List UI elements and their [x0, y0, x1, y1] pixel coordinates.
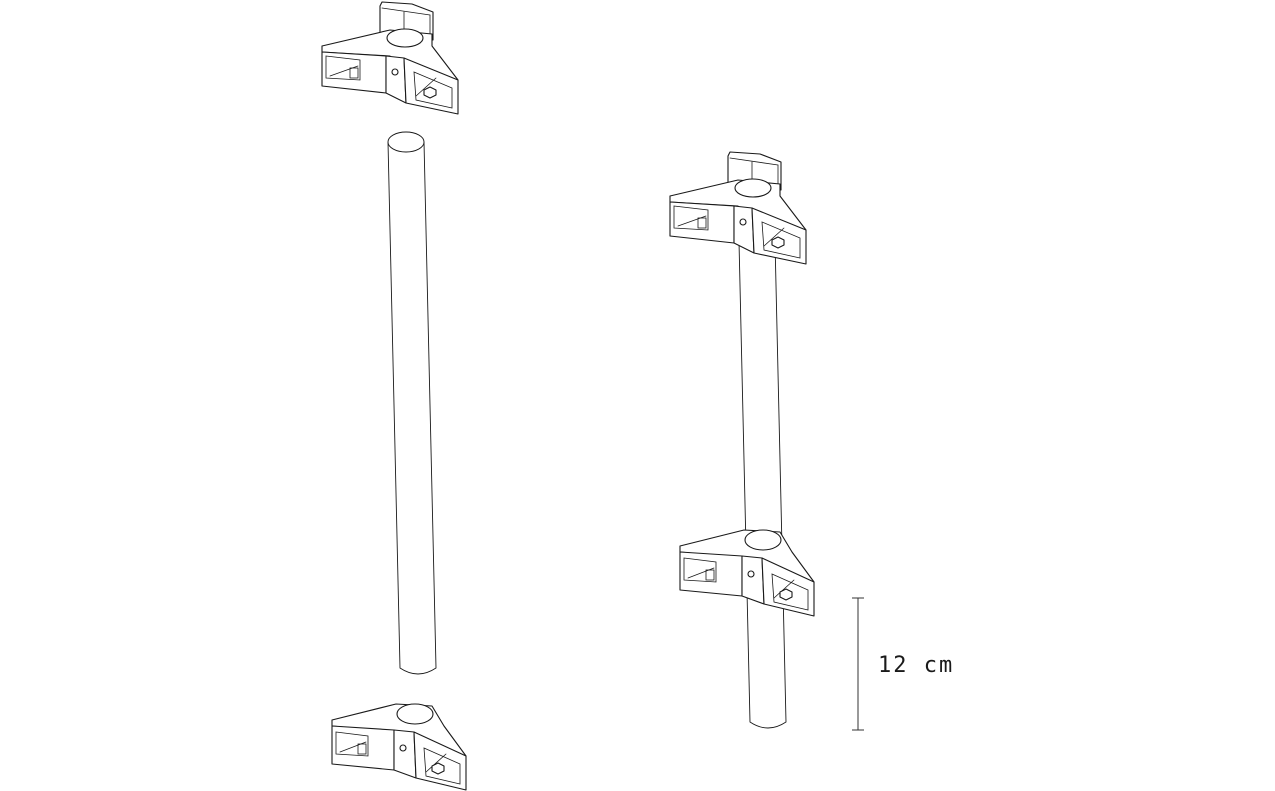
assembled-unit [669, 151, 815, 729]
dimension-marker: 12 cm [852, 597, 954, 731]
bottom-connector-exploded [331, 703, 467, 791]
top-connector-assembled [669, 151, 807, 265]
loose-rod [387, 131, 437, 675]
dimension-label: 12 cm [878, 653, 954, 678]
top-connector-exploded [321, 1, 459, 115]
